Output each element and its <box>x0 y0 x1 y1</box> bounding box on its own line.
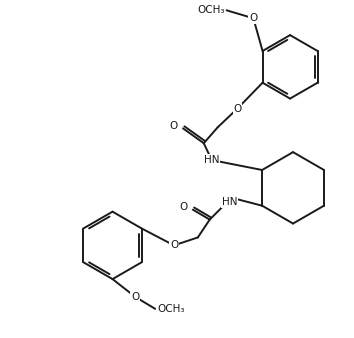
Text: O: O <box>233 103 242 114</box>
Text: HN: HN <box>222 197 237 207</box>
Text: O: O <box>131 292 139 302</box>
Text: O: O <box>170 240 178 250</box>
Text: O: O <box>170 121 178 131</box>
Text: OCH₃: OCH₃ <box>197 5 224 15</box>
Text: OCH₃: OCH₃ <box>157 304 185 314</box>
Text: O: O <box>249 13 257 23</box>
Text: O: O <box>180 202 188 212</box>
Text: HN: HN <box>204 155 219 165</box>
